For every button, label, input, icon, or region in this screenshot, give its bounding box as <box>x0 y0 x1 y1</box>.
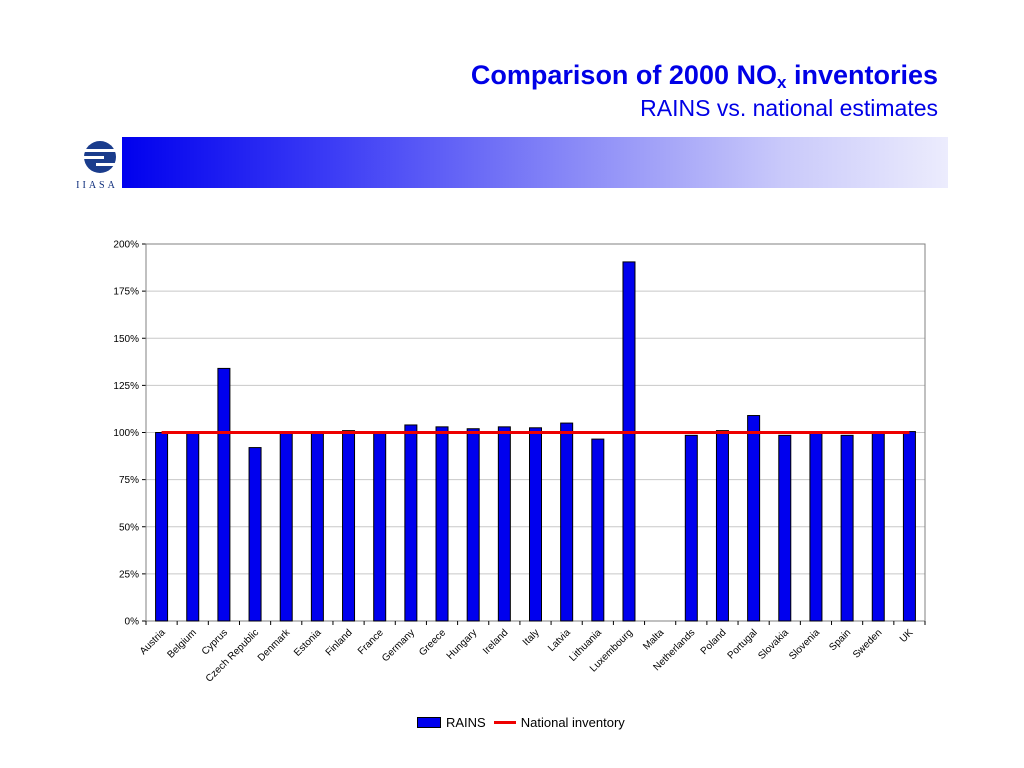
x-tick-label: UK <box>898 627 916 645</box>
x-tick-label: Latvia <box>546 627 573 654</box>
x-tick-label: Austria <box>138 627 168 657</box>
x-tick-label: Slovakia <box>756 627 791 662</box>
bar <box>622 261 636 622</box>
title-main: Comparison of 2000 NO <box>470 60 777 90</box>
x-tick-label: Italy <box>521 627 542 648</box>
x-tick-label: Finland <box>324 627 355 658</box>
iiasa-logo: IIASA <box>72 137 122 191</box>
bar <box>840 434 854 622</box>
y-tick-label: 150% <box>113 334 139 345</box>
legend-label-national: National inventory <box>520 714 625 730</box>
bar <box>591 438 605 622</box>
x-tick-label: Portugal <box>726 627 760 661</box>
slide-subtitle: RAINS vs. national estimates <box>640 95 938 121</box>
bar <box>435 426 449 622</box>
bar <box>217 367 231 622</box>
y-tick-label: 50% <box>119 522 139 533</box>
bar <box>373 432 387 622</box>
bar <box>248 447 262 622</box>
bar <box>186 432 200 622</box>
bar <box>778 434 792 622</box>
y-tick-label: 200% <box>113 240 139 251</box>
bar <box>809 432 823 622</box>
x-tick-label: Sweden <box>851 627 884 660</box>
slide-title: Comparison of 2000 NOx inventories <box>471 58 938 92</box>
bar <box>902 431 916 622</box>
bar <box>529 427 542 622</box>
globe-icon <box>76 138 118 178</box>
bar <box>279 432 293 622</box>
x-tick-label: Belgium <box>166 627 199 660</box>
header-banner <box>122 137 948 188</box>
title-end: inventories <box>786 60 938 90</box>
bar <box>871 432 885 622</box>
bar <box>684 434 698 622</box>
x-tick-label: Estonia <box>292 627 324 659</box>
bar <box>560 422 574 622</box>
y-tick-label: 175% <box>113 287 139 298</box>
x-tick-label: Greece <box>417 627 448 658</box>
y-tick-label: 125% <box>113 381 139 392</box>
y-tick-label: 25% <box>119 569 139 580</box>
x-tick-label: Ireland <box>481 627 510 656</box>
y-tick-label: 0% <box>125 617 140 628</box>
chart-legend: RAINS National inventory <box>417 713 625 731</box>
legend-label-rains: RAINS <box>446 714 486 730</box>
bar-chart: 0% 25% 50% 75% 100% 125% 150% 175% 200% AustriaBe… <box>113 240 926 685</box>
x-tick-label: France <box>356 627 386 657</box>
title-block: Comparison of 2000 NOx inventories RAINS… <box>471 58 938 122</box>
legend-swatch-rains <box>417 716 441 728</box>
x-tick-label: Cyprus <box>200 627 230 657</box>
x-tick-label: Germany <box>380 627 417 664</box>
legend-swatch-national <box>493 720 516 724</box>
bar <box>466 428 480 622</box>
bar <box>497 426 511 622</box>
x-tick-label: Denmark <box>256 627 293 664</box>
bar <box>715 430 729 622</box>
x-tick-label: Slovenia <box>787 627 822 662</box>
x-tick-label: Hungary <box>445 627 480 662</box>
x-tick-label: Spain <box>827 627 853 653</box>
bar <box>404 424 418 622</box>
x-tick-label: Malta <box>641 627 666 652</box>
x-tick-label: Poland <box>699 627 729 657</box>
y-tick-label: 75% <box>119 475 139 486</box>
title-subscript: x <box>776 73 787 92</box>
bar <box>155 432 169 622</box>
y-tick-label: 100% <box>113 428 139 439</box>
logo-text: IIASA <box>76 180 118 191</box>
bar <box>747 415 761 622</box>
bar <box>342 430 356 622</box>
bar <box>310 432 324 622</box>
